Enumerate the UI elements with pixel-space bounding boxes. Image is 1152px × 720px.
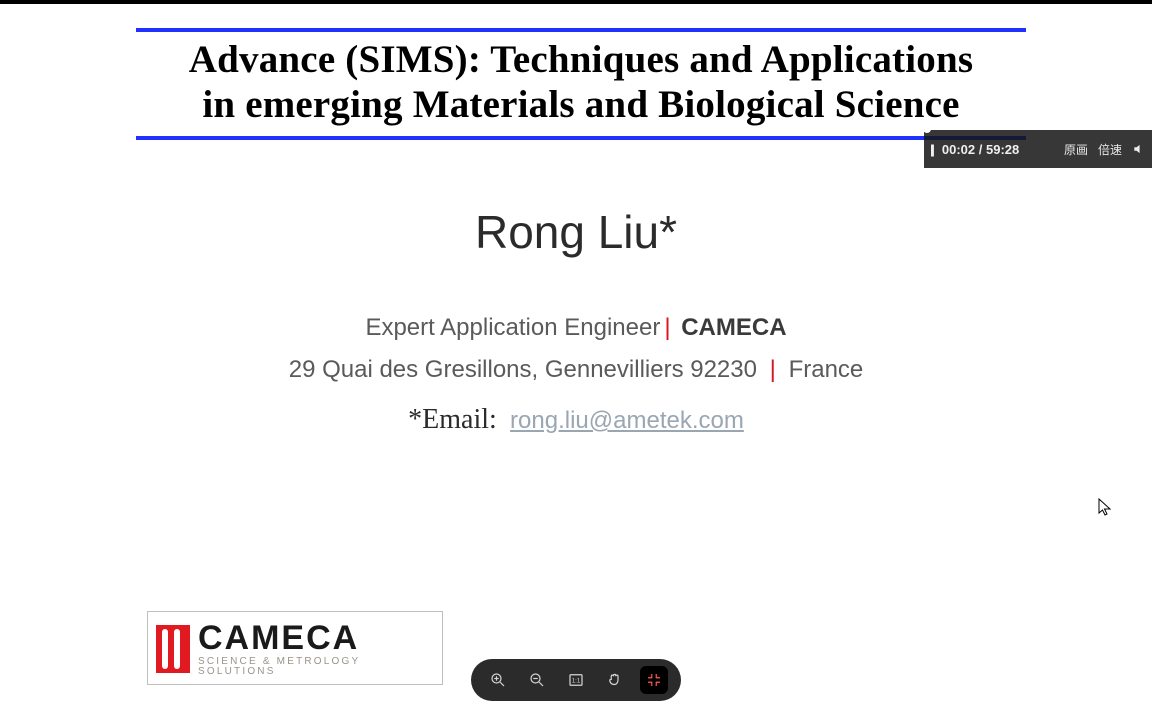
slide-title-line1: Advance (SIMS): Techniques and Applicati… [136,38,1026,83]
svg-text:1:1: 1:1 [572,678,581,684]
speaker-country: France [789,356,864,383]
pan-hand-button[interactable] [601,666,629,694]
separator-pipe: | [770,356,776,383]
email-label: *Email: [408,404,497,435]
zoom-in-button[interactable] [484,666,512,694]
speaker-company: CAMECA [681,314,786,341]
speaker-name: Rong Liu* [0,205,1152,259]
separator-pipe: | [664,314,670,341]
speaker-role-line: Expert Application Engineer| CAMECA [0,314,1152,342]
exit-fullscreen-button[interactable] [640,666,668,694]
title-block: Advance (SIMS): Techniques and Applicati… [136,28,1026,140]
cameca-logo-mark [156,625,190,673]
pause-icon[interactable]: | | [930,142,932,157]
slide-title-line2: in emerging Materials and Biological Sci… [136,83,1026,128]
video-control-bar[interactable]: | | 00:02 / 59:28 原画 倍速 [924,130,1152,168]
video-total: 59:28 [986,142,1019,157]
cameca-logo: CAMECA SCIENCE & METROLOGY SOLUTIONS [147,611,443,685]
slide-title: Advance (SIMS): Techniques and Applicati… [136,32,1026,136]
speaker-email-line: *Email: rong.liu@ametek.com [0,404,1152,436]
title-rule-bottom [136,136,1026,140]
video-time: 00:02 / 59:28 [942,142,1019,157]
mouse-cursor-icon [1098,498,1112,516]
email-link[interactable]: rong.liu@ametek.com [510,407,744,434]
video-speed-button[interactable]: 倍速 [1098,141,1122,158]
cameca-logo-text: CAMECA [198,621,434,655]
speaker-address-line: 29 Quai des Gresillons, Gennevilliers 92… [0,356,1152,384]
viewer-toolbar: 1:1 [471,659,681,701]
cameca-logo-tagline: SCIENCE & METROLOGY SOLUTIONS [198,657,434,677]
volume-icon[interactable] [1132,142,1146,156]
window-top-border [0,0,1152,4]
speaker-role: Expert Application Engineer [365,314,660,341]
speaker-address: 29 Quai des Gresillons, Gennevilliers 92… [289,356,757,383]
video-quality-button[interactable]: 原画 [1064,141,1088,158]
actual-size-button[interactable]: 1:1 [562,666,590,694]
video-progress-handle[interactable] [923,125,931,133]
video-elapsed: 00:02 [942,142,975,157]
zoom-out-button[interactable] [523,666,551,694]
